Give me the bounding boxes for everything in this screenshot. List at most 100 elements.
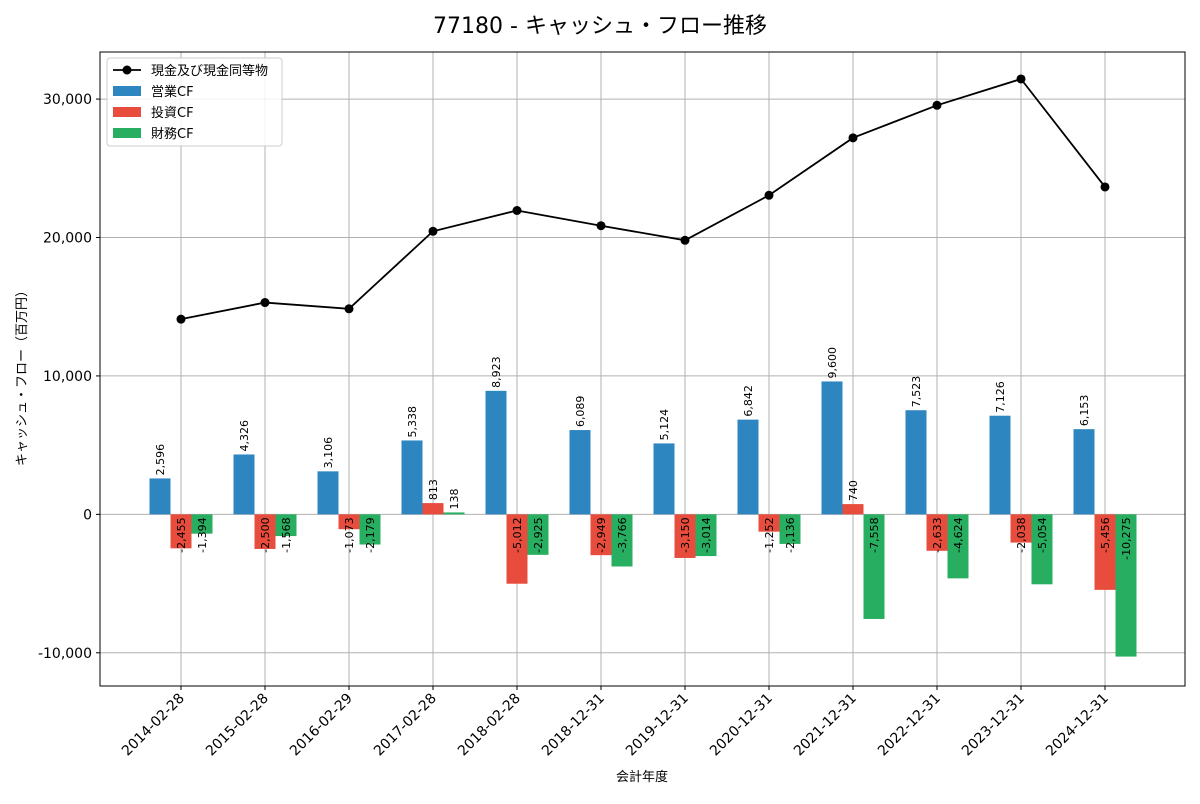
line-layer	[176, 74, 1110, 324]
data-label: 7,523	[910, 376, 923, 408]
data-label: -10,275	[1120, 517, 1133, 559]
x-tick-label: 2018-02-28	[455, 691, 524, 760]
bar-営業CF	[1073, 429, 1095, 515]
data-label: -1,073	[343, 517, 356, 552]
bar-投資CF	[674, 514, 696, 558]
data-label: -2,500	[259, 517, 272, 552]
legend-label: 投資CF	[151, 105, 194, 121]
cash-point	[1100, 182, 1110, 192]
legend-swatch-marker	[122, 65, 132, 75]
bar-財務CF	[359, 514, 381, 545]
cash-point	[428, 226, 438, 236]
bar-財務CF	[527, 514, 549, 555]
cash-point	[260, 298, 270, 308]
grid-layer	[100, 52, 1185, 686]
legend-label: 財務CF	[151, 127, 194, 142]
y-axis-label: キャッシュ・フロー（百万円）	[15, 284, 30, 466]
bar-財務CF	[779, 514, 801, 544]
y-tick-label: 10,000	[43, 369, 92, 385]
x-tick-label: 2014-02-28	[119, 691, 188, 760]
bar-営業CF	[233, 454, 255, 515]
bar-投資CF	[1010, 514, 1032, 543]
y-tick-label: -10,000	[38, 646, 92, 662]
data-label: -2,179	[364, 517, 377, 552]
data-label: 813	[427, 479, 440, 500]
bar-財務CF	[863, 514, 885, 619]
bar-営業CF	[317, 471, 339, 515]
data-label: -1,568	[280, 517, 293, 552]
bar-投資CF	[422, 503, 444, 515]
bar-投資CF	[1094, 514, 1116, 590]
y-tick-label: 0	[83, 507, 92, 523]
data-label: 6,089	[574, 396, 587, 428]
bar-営業CF	[653, 443, 675, 515]
bar-投資CF	[170, 514, 192, 549]
bar-財務CF	[947, 514, 969, 579]
data-label: -3,014	[700, 517, 713, 552]
data-label: 138	[448, 488, 461, 509]
cash-point	[176, 314, 186, 324]
bar-営業CF	[989, 415, 1011, 515]
data-label: -7,558	[868, 517, 881, 552]
bar-営業CF	[401, 440, 423, 515]
cash-point	[512, 206, 522, 215]
data-label: -2,633	[931, 517, 944, 552]
y-tick-label: 20,000	[43, 230, 92, 246]
legend-swatch-bar	[113, 107, 141, 117]
data-label: 5,338	[406, 406, 419, 438]
legend-label: 営業CF	[151, 84, 194, 100]
cash-line	[180, 77, 1106, 321]
x-tick-label: 2019-12-31	[623, 691, 692, 760]
bar-投資CF	[254, 514, 276, 549]
data-label: -4,624	[952, 517, 965, 552]
bar-財務CF	[275, 514, 297, 537]
x-tick-label: 2022-12-31	[875, 691, 944, 760]
data-label: -5,054	[1036, 517, 1049, 552]
bar-営業CF	[821, 381, 843, 515]
bar-投資CF	[506, 514, 528, 584]
data-label: -1,394	[196, 517, 209, 552]
bar-営業CF	[569, 430, 591, 515]
bar-投資CF	[338, 514, 360, 530]
cash-point	[596, 221, 606, 231]
data-label: -3,766	[616, 517, 629, 552]
x-tick-label: 2021-12-31	[791, 691, 860, 760]
cash-point	[764, 190, 774, 200]
bars-layer	[149, 381, 1137, 657]
data-label: -2,455	[175, 517, 188, 552]
plot-frame	[99, 51, 1186, 687]
y-tick-label: 30,000	[43, 92, 92, 108]
x-tick-label: 2020-12-31	[707, 691, 776, 760]
data-label: -2,949	[595, 517, 608, 552]
data-label: 2,596	[154, 444, 167, 476]
x-tick-label: 2023-12-31	[959, 691, 1028, 760]
data-label: -2,925	[532, 517, 545, 552]
x-tick-label: 2016-02-29	[287, 691, 356, 760]
y-ticks-layer: -10,000 0 10,000 20,000 30,000	[38, 92, 100, 662]
x-tick-label: 2018-12-31	[539, 691, 608, 760]
data-label: 8,923	[490, 356, 503, 388]
bar-投資CF	[590, 514, 612, 556]
data-label: 740	[847, 480, 860, 501]
data-label: 6,153	[1078, 395, 1091, 427]
legend-swatch-bar	[113, 128, 141, 138]
legend-label: 現金及び現金同等物	[151, 63, 268, 79]
bar-財務CF	[1031, 514, 1053, 585]
cash-point	[680, 235, 690, 245]
x-tick-label: 2017-02-28	[371, 691, 440, 760]
data-label: 9,600	[826, 347, 839, 379]
data-label: -2,136	[784, 517, 797, 552]
data-label: 3,106	[322, 437, 335, 469]
data-label: -5,456	[1099, 517, 1112, 552]
data-label: 6,842	[742, 385, 755, 417]
bar-営業CF	[149, 478, 171, 515]
bar-営業CF	[485, 390, 507, 515]
x-tick-label: 2024-12-31	[1043, 691, 1112, 760]
data-label: -2,038	[1015, 517, 1028, 552]
cash-point	[848, 133, 858, 143]
bar-投資CF	[926, 514, 948, 551]
cash-point	[1016, 74, 1026, 84]
bar-営業CF	[905, 410, 927, 515]
